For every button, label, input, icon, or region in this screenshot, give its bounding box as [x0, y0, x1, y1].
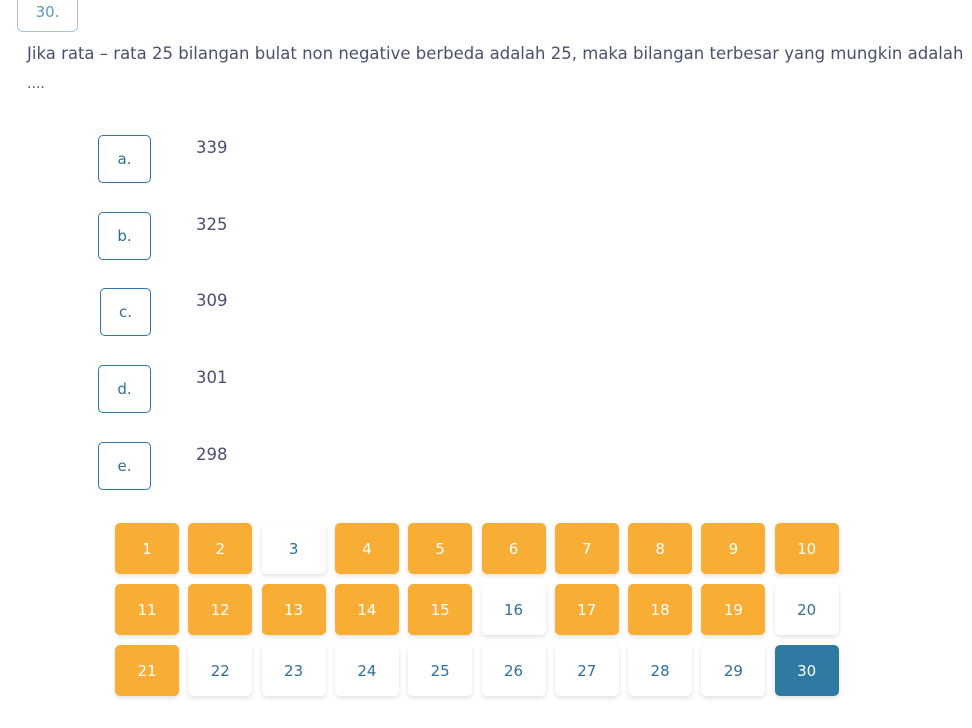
- question-nav-9[interactable]: 9: [701, 523, 766, 574]
- question-nav-17[interactable]: 17: [554, 584, 619, 635]
- question-nav-16[interactable]: 16: [481, 584, 546, 635]
- option-d-button[interactable]: d.: [98, 365, 151, 413]
- option-value: 325: [196, 215, 228, 234]
- question-nav-22[interactable]: 22: [188, 645, 253, 696]
- question-nav-4[interactable]: 4: [334, 523, 399, 574]
- option-a-button[interactable]: a.: [98, 135, 151, 183]
- question-nav-14[interactable]: 14: [334, 584, 399, 635]
- option-value: 309: [196, 291, 228, 310]
- question-nav-5[interactable]: 5: [408, 523, 473, 574]
- question-nav-13[interactable]: 13: [261, 584, 326, 635]
- question-nav-24[interactable]: 24: [334, 645, 399, 696]
- question-text: Jika rata – rata 25 bilangan bulat non n…: [27, 44, 964, 63]
- option-value: 339: [196, 138, 228, 157]
- option-c-button[interactable]: c.: [100, 288, 151, 336]
- option-b-button[interactable]: b.: [98, 212, 151, 260]
- question-nav-2[interactable]: 2: [188, 523, 253, 574]
- question-nav-27[interactable]: 27: [554, 645, 619, 696]
- question-nav-15[interactable]: 15: [408, 584, 473, 635]
- question-nav-10[interactable]: 10: [774, 523, 839, 574]
- option-value: 301: [196, 368, 228, 387]
- question-nav-11[interactable]: 11: [115, 584, 179, 635]
- question-number: 30.: [17, 0, 78, 32]
- question-nav-1[interactable]: 1: [115, 523, 179, 574]
- question-nav-28[interactable]: 28: [628, 645, 693, 696]
- question-nav-20[interactable]: 20: [774, 584, 839, 635]
- question-nav-23[interactable]: 23: [261, 645, 326, 696]
- question-nav-29[interactable]: 29: [701, 645, 766, 696]
- question-nav-18[interactable]: 18: [628, 584, 693, 635]
- question-nav-6[interactable]: 6: [481, 523, 546, 574]
- question-nav-21[interactable]: 21: [115, 645, 179, 696]
- question-nav-19[interactable]: 19: [701, 584, 766, 635]
- question-ellipsis: ....: [27, 76, 45, 92]
- question-nav-30[interactable]: 30: [774, 645, 839, 696]
- question-nav-3[interactable]: 3: [261, 523, 326, 574]
- question-nav-12[interactable]: 12: [188, 584, 253, 635]
- question-nav-8[interactable]: 8: [628, 523, 693, 574]
- question-nav-7[interactable]: 7: [554, 523, 619, 574]
- option-e-button[interactable]: e.: [98, 442, 151, 490]
- question-nav-25[interactable]: 25: [408, 645, 473, 696]
- option-value: 298: [196, 445, 228, 464]
- question-nav-26[interactable]: 26: [481, 645, 546, 696]
